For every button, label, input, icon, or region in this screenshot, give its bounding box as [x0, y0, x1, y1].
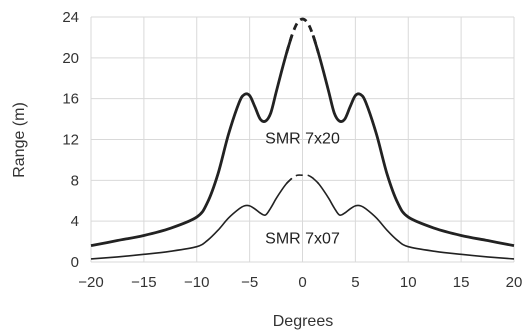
x-tick-label: 5	[351, 274, 359, 291]
x-tick-label: −10	[184, 274, 209, 291]
series-2-line-left	[90, 177, 293, 260]
y-tick-label: 20	[62, 50, 79, 67]
x-tick-label: 15	[453, 274, 470, 291]
y-tick-label: 0	[71, 254, 79, 271]
series-1-line-left	[90, 34, 294, 248]
y-tick-label: 16	[62, 91, 79, 108]
y-tick-label: 8	[71, 172, 79, 189]
series-label-2: SMR 7x07	[265, 231, 340, 248]
series-labels: SMR 7x20 SMR 7x07	[265, 131, 340, 248]
x-tick-label: 10	[400, 274, 417, 291]
series-1-line-dashed-peak	[285, 17, 320, 54]
x-tick-label: −5	[241, 274, 258, 291]
x-tick-label: −20	[78, 274, 103, 291]
x-tick-label: −15	[131, 274, 156, 291]
x-tick-labels: −20 −15 −10 −5 0 5 10 15 20	[78, 274, 522, 291]
series-lines	[90, 17, 515, 260]
y-axis-title: Range (m)	[11, 102, 28, 178]
y-tick-label: 12	[62, 132, 79, 149]
x-tick-label: 20	[506, 274, 523, 291]
x-tick-label: 0	[298, 274, 306, 291]
y-tick-label: 24	[62, 9, 79, 26]
series-1-line-right	[311, 34, 515, 248]
series-label-1: SMR 7x20	[265, 131, 340, 148]
y-tick-label: 4	[71, 213, 79, 230]
grid-lines	[90, 16, 515, 263]
x-axis-title: Degrees	[273, 313, 333, 330]
y-tick-labels: 0 4 8 12 16 20 24	[62, 9, 79, 271]
series-2-line-right	[312, 177, 515, 260]
